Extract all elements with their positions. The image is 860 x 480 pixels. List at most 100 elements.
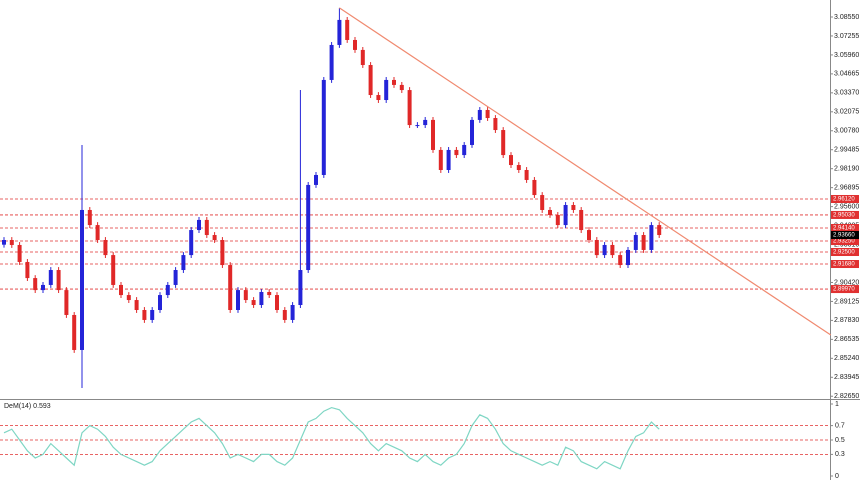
candle-body <box>9 240 14 245</box>
candle-body <box>353 39 357 50</box>
level-label: 2.94140 <box>833 226 855 232</box>
candle-body <box>626 249 630 266</box>
candle-body <box>384 79 389 101</box>
candle-body <box>72 314 77 350</box>
candle-body <box>399 84 404 91</box>
candle-body <box>33 278 38 291</box>
candle-body <box>259 291 264 306</box>
candle-body <box>462 144 467 156</box>
y-tick-label: 0.5 <box>835 437 845 444</box>
candle-body <box>579 209 584 231</box>
candle-body <box>501 130 506 156</box>
y-tick-label: 3.08550 <box>834 14 859 21</box>
candle-body <box>282 309 287 320</box>
candle-body <box>2 240 6 245</box>
candle-body <box>509 155 513 166</box>
candle-body <box>48 270 53 285</box>
candle-body <box>329 44 334 80</box>
candle-body <box>181 255 186 271</box>
candle-body <box>275 295 279 310</box>
candle-body <box>173 270 178 285</box>
candle-body <box>337 19 342 45</box>
level-label-box <box>831 223 859 232</box>
candle-body <box>212 235 217 241</box>
level-label: 2.91680 <box>833 262 855 268</box>
candle-body <box>431 119 435 150</box>
candle-body <box>87 209 92 226</box>
candle-body <box>360 49 365 66</box>
candle-body <box>150 309 155 320</box>
candle-body <box>516 165 521 171</box>
candle-body <box>532 179 537 196</box>
level-label-box <box>831 210 859 219</box>
candle-body <box>321 79 326 175</box>
candle-body <box>298 270 303 306</box>
candle-body <box>657 225 662 236</box>
candle-body <box>111 255 116 285</box>
candle-body <box>236 290 240 310</box>
candle-body <box>220 240 225 266</box>
last-price-box <box>831 231 859 240</box>
candle-body <box>594 240 599 256</box>
candle-body <box>119 284 123 296</box>
last-price-label: 2.93660 <box>833 233 855 239</box>
level-label: 2.92500 <box>833 250 855 256</box>
candle-body <box>165 284 170 296</box>
candle-body <box>345 19 350 40</box>
candle-body <box>243 290 248 301</box>
candle-body <box>485 109 490 119</box>
candle-body <box>618 255 623 266</box>
candle-body <box>134 300 139 310</box>
y-tick-label: 2.96895 <box>834 184 859 191</box>
candle-body <box>368 65 373 96</box>
candle-body <box>540 195 545 210</box>
candle-body <box>633 235 638 250</box>
candle-body <box>64 290 69 315</box>
candle-body <box>477 109 482 120</box>
candle-body <box>454 149 459 156</box>
y-tick-label: 1 <box>835 401 839 408</box>
candle-body <box>189 230 194 256</box>
candle-body <box>524 170 529 180</box>
candle-body <box>493 118 498 131</box>
y-tick-label: 2.90420 <box>834 279 859 286</box>
candle-body <box>290 305 295 320</box>
level-label-box <box>831 248 859 257</box>
indicator-line <box>3 406 660 470</box>
candle-body <box>415 125 420 127</box>
candle-body <box>25 261 30 279</box>
candle-body <box>376 95 381 101</box>
candle-body <box>267 291 272 296</box>
candle-body <box>423 119 428 126</box>
candle-body <box>548 209 552 215</box>
candle-body <box>17 244 22 262</box>
candle-body <box>555 214 560 226</box>
y-tick-label: 2.85240 <box>834 355 859 362</box>
level-label: 2.95030 <box>833 213 855 219</box>
y-tick-label: 0.3 <box>835 451 845 458</box>
y-tick-label: 0.7 <box>835 422 845 429</box>
y-tick-label: 3.05960 <box>834 52 859 59</box>
indicator-title: DeM(14) 0.593 <box>4 403 51 410</box>
level-label: 2.89970 <box>833 287 855 293</box>
level-label-box <box>831 285 859 294</box>
candle-body <box>251 300 256 306</box>
y-tick-label: 2.82650 <box>834 393 859 400</box>
candle-body <box>142 309 147 320</box>
y-tick-label: 2.98190 <box>834 166 859 173</box>
candle-body <box>407 90 412 126</box>
candle-body <box>610 244 615 256</box>
candle-body <box>641 235 646 250</box>
candle-body <box>41 284 45 291</box>
level-label: 2.96120 <box>833 197 855 203</box>
candle-body <box>306 184 311 271</box>
candle-body <box>602 244 607 256</box>
trendline <box>339 7 832 336</box>
y-tick-label: 2.83945 <box>834 374 859 381</box>
candle-body <box>392 79 396 85</box>
candle-body <box>571 205 576 210</box>
y-tick-label: 2.87830 <box>834 317 859 324</box>
